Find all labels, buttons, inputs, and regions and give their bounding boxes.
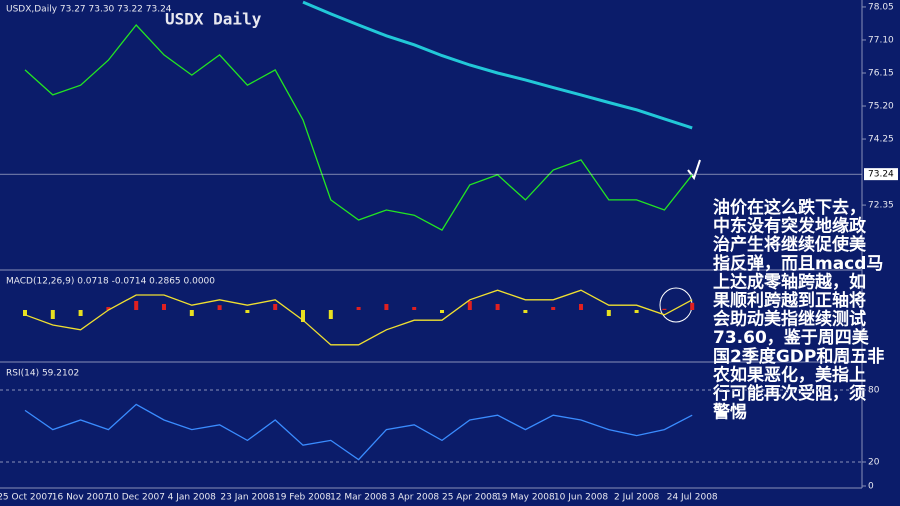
note-line: 行可能再次受阻，须 <box>712 383 866 404</box>
note-line: 警惕 <box>712 402 747 423</box>
ohlc-label: USDX,Daily 73.27 73.30 73.22 73.24 <box>6 5 172 15</box>
histogram-bar <box>634 310 639 313</box>
histogram-bar <box>273 304 278 310</box>
note-line: 指反弹，而且macd马 <box>713 253 883 274</box>
x-tick-label: 19 Feb 2008 <box>275 493 331 503</box>
histogram-bar <box>134 301 139 310</box>
y-tick-label: 76.15 <box>868 68 894 78</box>
y-tick-label: 78.05 <box>868 2 894 12</box>
note-line: 油价在这么跌下去， <box>713 197 866 218</box>
note-line: 农如果恶化，美指上 <box>712 364 866 385</box>
note-line: 会助动美指继续测试 <box>713 309 866 330</box>
y-tick-label: 74.25 <box>868 135 894 145</box>
note-line: 果顺利跨越到正轴将 <box>713 290 866 311</box>
check-arrow <box>687 159 701 181</box>
note: 油价在这么跌下去，中东没有突发地缘政治产生将继续促使美指反弹，而且macd马上达… <box>712 197 884 423</box>
histogram-bar <box>662 308 667 310</box>
histogram-bar <box>606 310 611 316</box>
x-tick-label: 24 Jul 2008 <box>667 493 718 503</box>
x-tick-label: 25 Oct 2007 <box>0 493 53 503</box>
x-tick-label: 4 Jan 2008 <box>168 493 216 503</box>
histogram-bar <box>23 310 27 316</box>
x-tick-label: 3 Apr 2008 <box>389 493 439 503</box>
last-price-label: 73.24 <box>868 170 894 180</box>
y-tick-label: 77.10 <box>868 35 894 45</box>
chart-title: USDX Daily <box>165 10 262 29</box>
x-tick-label: 16 Nov 2007 <box>52 493 110 503</box>
last-price-box <box>864 168 898 181</box>
histogram-bar <box>162 304 166 310</box>
note-line: 上达成零轴跨越，如 <box>713 271 866 292</box>
macd-line <box>24 289 693 346</box>
histogram-bar <box>106 307 111 310</box>
y-tick-label: 0 <box>868 482 874 492</box>
x-tick-label: 23 Jan 2008 <box>220 493 274 503</box>
histogram-bar <box>579 304 583 310</box>
y-tick-label: 75.20 <box>868 102 894 112</box>
note-line: 国2季度GDP和周五非 <box>713 346 884 367</box>
histogram-bar <box>690 302 695 310</box>
y-tick-label: 72.35 <box>868 201 894 211</box>
histogram-bar <box>384 304 389 310</box>
histogram-bar <box>50 310 55 319</box>
x-tick-label: 2 Jul 2008 <box>614 493 659 503</box>
histogram-bar <box>551 307 556 310</box>
series-line <box>302 0 693 130</box>
histogram-bar <box>495 304 500 310</box>
note-line: 中东没有突发地缘政 <box>713 216 867 237</box>
x-tick-label: 10 Dec 2007 <box>107 493 165 503</box>
histogram-bar <box>440 310 444 313</box>
y-tick-label: 20 <box>868 458 880 468</box>
series-line <box>24 403 693 461</box>
x-tick-label: 19 May 2008 <box>496 493 555 503</box>
histogram-bar <box>412 307 417 310</box>
x-tick-label: 10 Jun 2008 <box>554 493 608 503</box>
histogram-bar <box>301 310 305 322</box>
note-line: 治产生将继续促使美 <box>713 234 867 255</box>
histogram-bar <box>356 307 361 310</box>
rsi-title: RSI(14) 59.2102 <box>6 369 79 379</box>
histogram-bar <box>523 310 528 313</box>
macd-title: MACD(12,26,9) 0.0718 -0.0714 0.2865 0.00… <box>6 277 215 287</box>
y-tick-label: 80 <box>868 386 880 396</box>
histogram-bar <box>245 310 250 313</box>
series-line <box>24 24 693 231</box>
histogram-bar <box>328 310 333 319</box>
x-tick-label: 12 Mar 2008 <box>330 493 387 503</box>
histogram-bar <box>189 310 194 316</box>
x-tick-label: 25 Apr 2008 <box>442 493 498 503</box>
histogram-bar <box>78 310 83 316</box>
note-line: 73.60，鉴于周四美 <box>713 327 870 348</box>
histogram-bar <box>467 301 472 310</box>
histogram-bar <box>217 305 222 310</box>
